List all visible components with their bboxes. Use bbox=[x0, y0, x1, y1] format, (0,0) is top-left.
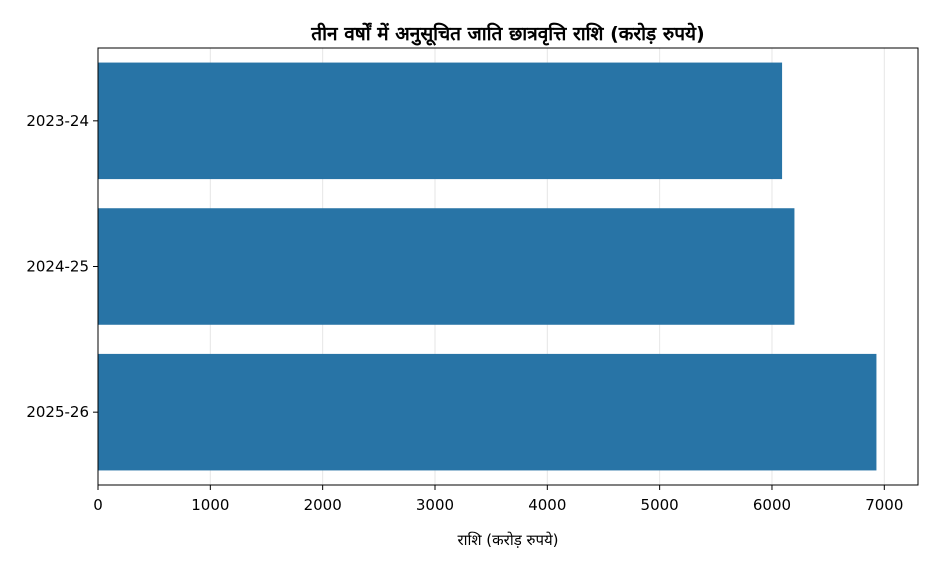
x-axis-ticks: 0 1000 2000 3000 4000 5000 6000 7000 bbox=[93, 485, 903, 514]
x-tick-label: 0 bbox=[93, 496, 103, 514]
x-tick-label: 1000 bbox=[191, 496, 229, 514]
y-axis-ticks: 2023-24 2024-25 2025-26 bbox=[26, 112, 98, 421]
x-tick-label: 6000 bbox=[753, 496, 791, 514]
x-axis-label: राशि (करोड़ रुपये) bbox=[457, 531, 558, 549]
chart-title: तीन वर्षों में अनुसूचित जाति छात्रवृत्ति… bbox=[310, 22, 704, 46]
y-tick-label: 2024-25 bbox=[26, 258, 89, 276]
x-tick-label: 4000 bbox=[528, 496, 566, 514]
x-tick-label: 7000 bbox=[865, 496, 903, 514]
y-tick-label: 2025-26 bbox=[26, 403, 89, 421]
bar-2023-24 bbox=[98, 62, 783, 180]
x-tick-label: 2000 bbox=[304, 496, 342, 514]
bar-2024-25 bbox=[98, 208, 795, 325]
bar-2025-26 bbox=[98, 353, 877, 471]
y-tick-label: 2023-24 bbox=[26, 112, 89, 130]
bars bbox=[98, 62, 877, 471]
x-tick-label: 3000 bbox=[416, 496, 454, 514]
x-tick-label: 5000 bbox=[641, 496, 679, 514]
